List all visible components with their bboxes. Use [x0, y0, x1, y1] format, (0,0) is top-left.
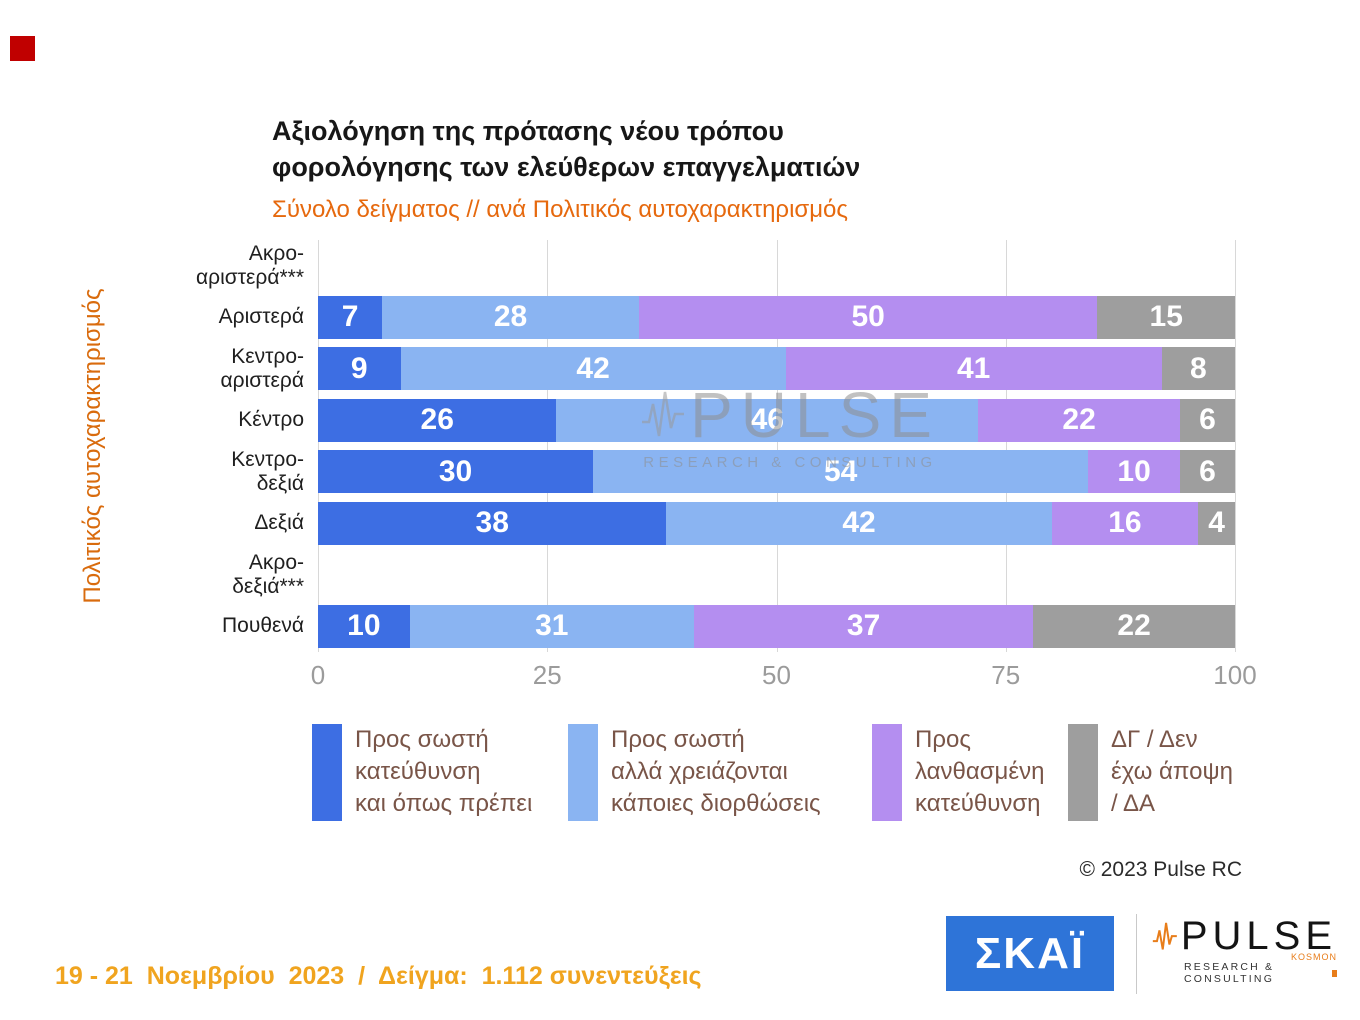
category-label: Κεντρο- αριστερά — [220, 345, 304, 392]
legend-swatch — [312, 724, 342, 821]
x-tick-label-100: 100 — [1213, 660, 1257, 690]
x-tick-label-0: 0 — [310, 660, 326, 690]
chart-row: Κέντρο 26 46 22 6 — [238, 395, 1235, 447]
bar-segment: 38 — [318, 501, 667, 545]
bar-segment: 8 — [1161, 347, 1235, 390]
bar-segment: 16 — [1051, 501, 1199, 545]
legend-swatch — [568, 724, 598, 821]
skai-logo: ΣΚΑΪ — [946, 916, 1114, 991]
page-subtitle: Σύνολο δείγματος // ανά Πολιτικός αυτοχα… — [272, 195, 848, 223]
bar-segment: 10 — [1088, 450, 1180, 493]
pulse-logo-orange-square — [1331, 969, 1337, 977]
bar-segment: 6 — [1179, 398, 1235, 442]
category-label: Ακρο- δεξιά*** — [232, 551, 304, 598]
pulse-waveform-icon — [1152, 922, 1177, 950]
stacked-bar: 7 28 50 15 — [318, 295, 1235, 339]
legend-item: ΔΓ / Δεν έχω άποψη / ΔΑ — [1068, 724, 1253, 821]
category-label: Δεξιά — [254, 511, 304, 535]
chart-row: Κεντρο- δεξιά 30 54 10 6 — [231, 446, 1235, 498]
chart-row: Δεξιά 38 42 16 4 — [254, 498, 1235, 550]
copyright-text: © 2023 Pulse RC — [1079, 858, 1242, 881]
legend-label: ΔΓ / Δεν έχω άποψη / ΔΑ — [1111, 726, 1233, 817]
legend-label: Προς λανθασμένη κατεύθυνση — [915, 726, 1045, 817]
chart-row: Κεντρο- αριστερά 9 42 41 8 — [221, 343, 1235, 395]
legend-swatch — [1068, 724, 1098, 821]
gridline-x-25 — [547, 240, 549, 652]
pulse-logo-sub: RESEARCH & CONSULTING — [1184, 961, 1337, 985]
bar-segment: 6 — [1179, 450, 1235, 493]
stacked-bar: 30 54 10 6 — [318, 450, 1235, 493]
bar-segment: 31 — [409, 604, 694, 648]
category-label: Ακρο- αριστερά*** — [196, 242, 304, 289]
bar-segment: 28 — [382, 295, 639, 339]
slide-accent-square — [10, 36, 35, 61]
page-title-line1: Αξιολόγηση της πρότασης νέου τρόπου — [272, 116, 784, 146]
page-title-block: Αξιολόγηση της πρότασης νέου τρόπου φορο… — [272, 114, 860, 224]
chart-row: Πουθενά 10 31 37 22 — [222, 601, 1235, 653]
bar-segment: 9 — [318, 347, 401, 390]
bar-segment: 41 — [785, 347, 1162, 390]
stacked-bar: 9 42 41 8 — [318, 347, 1235, 390]
bar-segment: 30 — [318, 450, 594, 493]
bar-segment: 4 — [1198, 501, 1235, 545]
legend-swatch — [872, 724, 902, 821]
pulse-logo-row: PULSE — [1152, 914, 1337, 959]
page-title-line2: φορολόγησης των ελεύθερων επαγγελματιών — [272, 151, 861, 182]
category-label: Κέντρο — [238, 408, 304, 432]
chart-legend: Προς σωστή κατεύθυνση και όπως πρέπει Προ… — [312, 724, 1253, 821]
fieldwork-sample-text: 19 - 21 Νοεμβρίου 2023 / Δείγμα: 1.112 σ… — [55, 962, 702, 990]
legend-item: Προς σωστή κατεύθυνση και όπως πρέπει — [312, 724, 568, 821]
skai-logo-text: ΣΚΑΪ — [974, 928, 1086, 978]
bar-segment: 22 — [978, 398, 1180, 442]
pulse-logo-kosmon: KOSMON — [1290, 952, 1337, 962]
stacked-bar: 10 31 37 22 — [318, 604, 1235, 648]
category-label: Κεντρο- δεξιά — [231, 448, 304, 495]
legend-label: Προς σωστή αλλά χρειάζονται κάποιες διορ… — [611, 726, 821, 817]
legend-item: Προς σωστή αλλά χρειάζονται κάποιες διορ… — [568, 724, 872, 821]
bar-segment: 46 — [556, 398, 979, 442]
gridline-x-50 — [776, 240, 778, 652]
bar-segment: 54 — [593, 450, 1089, 493]
legend-label: Προς σωστή κατεύθυνση και όπως πρέπει — [355, 726, 533, 817]
pulse-logo-tagline: RESEARCH & CONSULTING — [1184, 961, 1275, 985]
gridline-x-75 — [1005, 240, 1007, 652]
legend-item: Προς λανθασμένη κατεύθυνση — [872, 724, 1068, 821]
chart-row: Ακρο- αριστερά*** — [196, 240, 1235, 292]
bar-segment: 42 — [400, 347, 786, 390]
bar-segment: 22 — [1033, 604, 1235, 648]
bar-segment: 15 — [1097, 295, 1235, 339]
bar-segment: 37 — [693, 604, 1034, 648]
chart-plot-area: 0 25 50 75 100 Ακρο- αριστερά*** Αριστερά 7 28 50… — [196, 240, 1257, 690]
x-tick-label-25: 25 — [532, 660, 562, 690]
gridline-x-0 — [318, 240, 319, 652]
stacked-bar: 38 42 16 4 — [318, 501, 1235, 545]
category-label: Αριστερά — [218, 305, 304, 329]
pulse-logo-brand: PULSE — [1180, 914, 1337, 958]
bar-segment: 26 — [318, 398, 557, 442]
logo-divider — [1136, 914, 1137, 994]
chart-row: Αριστερά 7 28 50 15 — [219, 292, 1235, 344]
bar-segment: 50 — [638, 295, 1098, 339]
stacked-bar: 26 46 22 6 — [318, 398, 1235, 442]
chart-row: Ακρο- δεξιά*** — [232, 549, 1235, 601]
pulse-logo: PULSE KOSMON RESEARCH & CONSULTING — [1152, 914, 1337, 985]
gridline-x-100 — [1235, 240, 1236, 652]
x-tick-label-50: 50 — [762, 660, 791, 690]
x-tick-label-75: 75 — [991, 660, 1021, 690]
category-label: Πουθενά — [221, 614, 304, 638]
bar-segment: 7 — [318, 295, 383, 339]
bar-segment: 42 — [666, 501, 1052, 545]
bar-segment: 10 — [318, 604, 410, 648]
